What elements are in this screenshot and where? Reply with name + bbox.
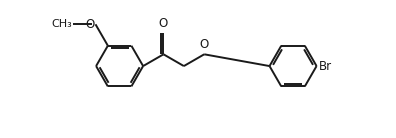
Text: CH₃: CH₃: [51, 19, 72, 29]
Text: Br: Br: [318, 60, 331, 73]
Text: O: O: [200, 38, 209, 51]
Text: O: O: [159, 17, 168, 30]
Text: O: O: [85, 18, 95, 31]
